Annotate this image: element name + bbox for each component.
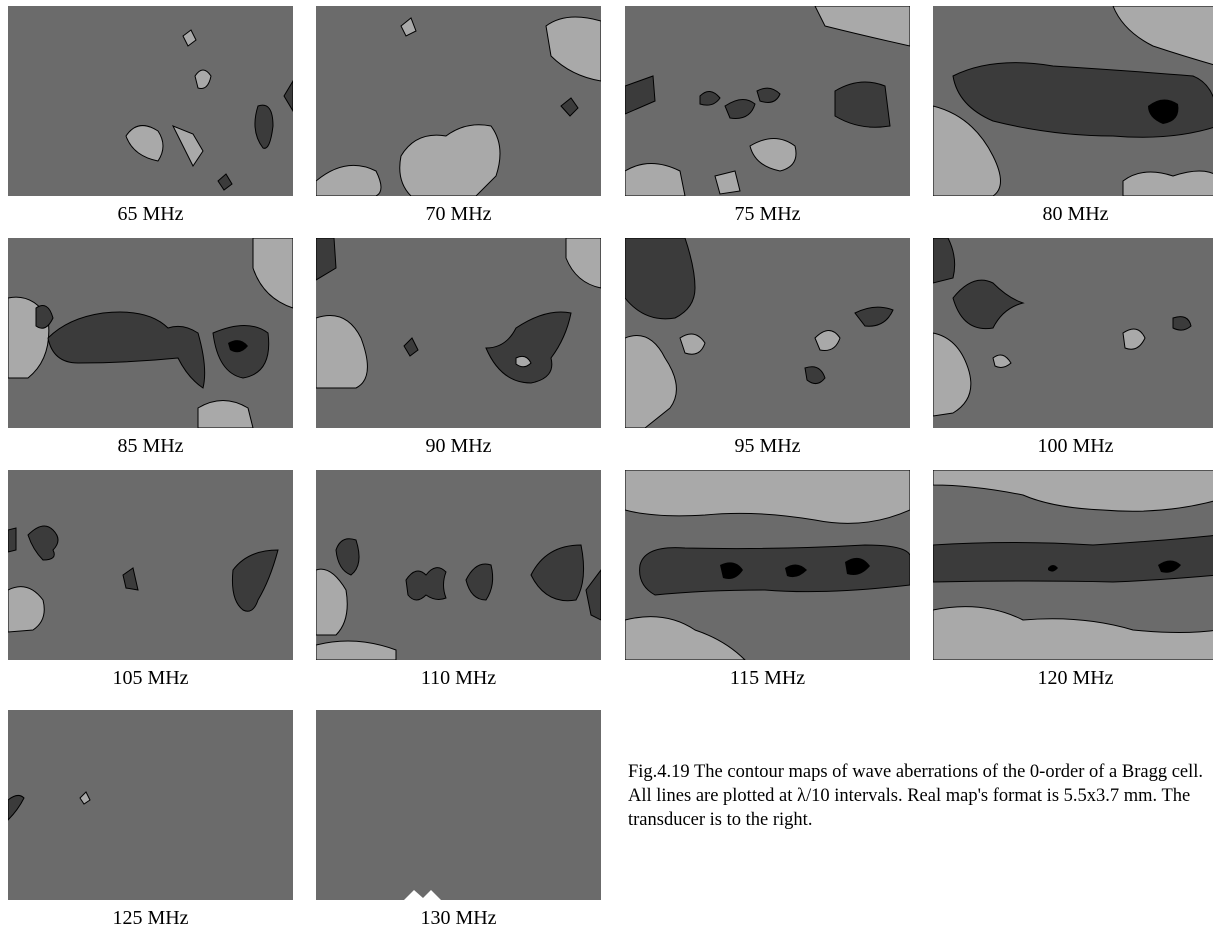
contour-map (625, 470, 910, 660)
contour-map (316, 6, 601, 196)
map (933, 470, 1213, 660)
map (625, 6, 910, 196)
panel-label: 85 MHz (117, 435, 184, 457)
figure-caption: Fig.4.19 The contour maps of wave aberra… (628, 762, 1204, 830)
map (933, 238, 1213, 428)
panel-label: 120 MHz (1037, 667, 1114, 689)
panel-label: 100 MHz (1037, 435, 1114, 457)
map (8, 6, 293, 196)
contour-map (8, 470, 293, 660)
contour-map (316, 710, 601, 900)
contour-map (933, 238, 1213, 428)
panel-label: 80 MHz (1042, 203, 1109, 225)
map (933, 6, 1213, 196)
panel-label: 95 MHz (734, 435, 801, 457)
contour-map (8, 6, 293, 196)
contour-map (8, 238, 293, 428)
map (316, 6, 601, 196)
panel-label: 115 MHz (729, 667, 806, 689)
map (8, 470, 293, 660)
panel-label: 125 MHz (112, 907, 189, 929)
map (316, 470, 601, 660)
map (625, 238, 910, 428)
contour-map (933, 6, 1213, 196)
panel-label: 70 MHz (425, 203, 492, 225)
contour-map (625, 6, 910, 196)
contour-map (8, 710, 293, 900)
map (8, 238, 293, 428)
map (316, 238, 601, 428)
panel-label: 130 MHz (420, 907, 497, 929)
map (625, 470, 910, 660)
map (8, 710, 293, 900)
contour-map (316, 470, 601, 660)
panel-label: 105 MHz (112, 667, 189, 689)
contour-map (316, 238, 601, 428)
panel-label: 65 MHz (117, 203, 184, 225)
contour-map (625, 238, 910, 428)
contour-map (933, 470, 1213, 660)
panel-label: 110 MHz (420, 667, 497, 689)
panel-label: 75 MHz (734, 203, 801, 225)
map (316, 710, 601, 900)
panel-label: 90 MHz (425, 435, 492, 457)
